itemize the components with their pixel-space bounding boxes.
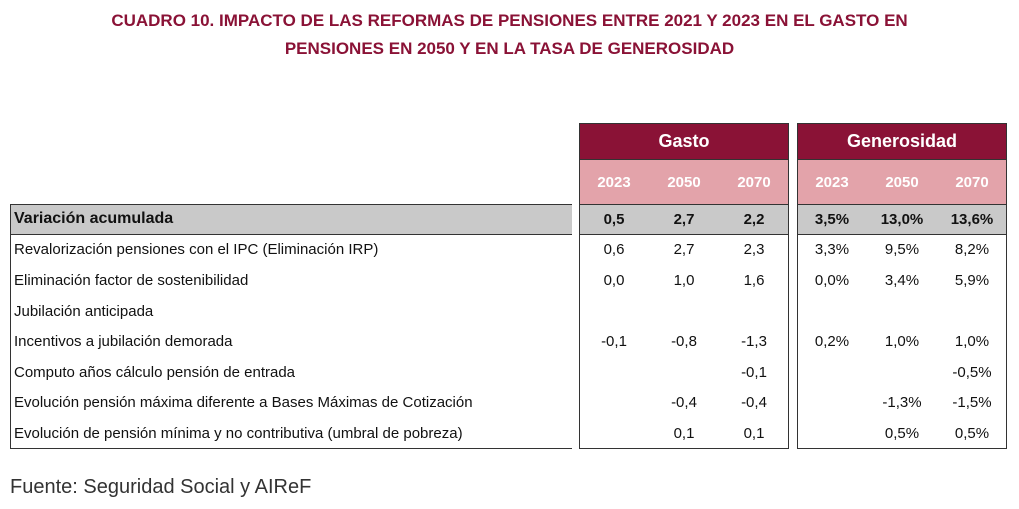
- cell-value: 0,5%: [954, 424, 990, 442]
- title-line: CUADRO 10. IMPACTO DE LAS REFORMAS DE PE…: [111, 11, 908, 30]
- row-label: Evolución pensión máxima diferente a Bas…: [14, 394, 473, 412]
- block-frame: [579, 204, 789, 449]
- cell-value: 0,5: [603, 210, 625, 228]
- year-header: 2070: [737, 173, 771, 191]
- cell-value: 0,1: [673, 424, 695, 442]
- cell-value: 1,6: [743, 271, 765, 289]
- year-header: 2050: [667, 173, 701, 191]
- cell-value: 9,5%: [884, 241, 920, 259]
- cell-value: 5,9%: [954, 271, 990, 289]
- row-label: Computo años cálculo pensión de entrada: [14, 363, 296, 381]
- cell-value: -0,1: [601, 333, 627, 351]
- title-line: PENSIONES EN 2050 Y EN LA TASA DE GENERO…: [284, 39, 735, 58]
- group-header: Generosidad: [797, 123, 1007, 160]
- cell-value: -0,5%: [952, 363, 992, 381]
- row-label: Evolución de pensión mínima y no contrib…: [14, 424, 463, 442]
- cell-value: 3,5%: [814, 210, 850, 228]
- cell-value: 1,0%: [884, 333, 920, 351]
- cell-value: 2,7: [673, 241, 695, 259]
- cell-value: 2,7: [673, 210, 695, 228]
- cell-value: 13,6%: [950, 210, 994, 228]
- cell-value: 3,3%: [814, 241, 850, 259]
- year-header: 2050: [885, 173, 919, 191]
- row-highlight: [10, 204, 572, 235]
- cell-value: 0,6: [603, 241, 625, 259]
- source: Fuente: Seguridad Social y AIReF: [10, 476, 312, 498]
- cell-value: 2,3: [743, 241, 765, 259]
- row-label: Incentivos a jubilación demorada: [14, 333, 233, 351]
- cell-value: 0,0: [603, 271, 625, 289]
- cell-value: -1,5%: [952, 394, 992, 412]
- row-highlight: [579, 204, 789, 235]
- cell-value: -0,8: [671, 333, 697, 351]
- cell-value: -1,3%: [882, 394, 922, 412]
- cell-value: 0,1: [743, 424, 765, 442]
- cell-value: -0,4: [741, 394, 767, 412]
- label-frame: [10, 204, 572, 449]
- row-label: Eliminación factor de sostenibilidad: [14, 271, 249, 289]
- cell-value: 8,2%: [954, 241, 990, 259]
- row-label: Jubilación anticipada: [14, 302, 154, 320]
- year-header: 2023: [597, 173, 631, 191]
- cell-value: -0,1: [741, 363, 767, 381]
- cell-value: 0,2%: [814, 333, 850, 351]
- year-header-band: [797, 160, 1007, 204]
- group-header: Gasto: [579, 123, 789, 160]
- year-header: 2070: [955, 173, 989, 191]
- cell-value: 2,2: [743, 210, 765, 228]
- cell-value: -1,3: [741, 333, 767, 351]
- cell-value: 0,5%: [884, 424, 920, 442]
- row-highlight: [797, 204, 1007, 235]
- cell-value: 3,4%: [884, 271, 920, 289]
- cell-value: -0,4: [671, 394, 697, 412]
- cell-value: 13,0%: [880, 210, 924, 228]
- row-label: Revalorización pensiones con el IPC (Eli…: [14, 241, 379, 259]
- year-header: 2023: [815, 173, 849, 191]
- cell-value: 1,0%: [954, 333, 990, 351]
- year-header-band: [579, 160, 789, 204]
- cell-value: 1,0: [673, 271, 695, 289]
- block-frame: [797, 204, 1007, 449]
- cell-value: 0,0%: [814, 271, 850, 289]
- row-label: Variación acumulada: [14, 210, 174, 228]
